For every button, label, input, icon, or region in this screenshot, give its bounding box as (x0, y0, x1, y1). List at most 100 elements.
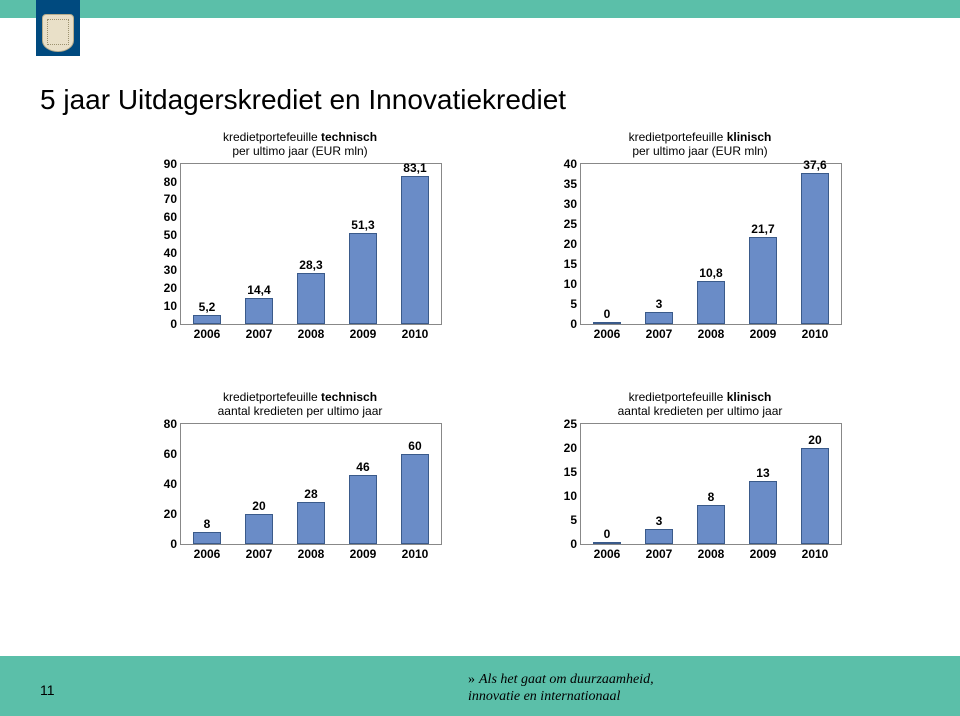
xtick-label: 2009 (350, 547, 377, 561)
chart-title-light: kredietportefeuille (223, 390, 321, 404)
chart-title-light: kredietportefeuille (223, 130, 321, 144)
chart-title: kredietportefeuille klinischper ultimo j… (540, 130, 860, 159)
bar-value-label: 20 (252, 499, 265, 513)
chart-title: kredietportefeuille klinischaantal kredi… (540, 390, 860, 419)
chart-title: kredietportefeuille technischper ultimo … (140, 130, 460, 159)
ytick-label: 20 (164, 281, 177, 295)
bar-value-label: 3 (656, 514, 663, 528)
page-number: 11 (40, 682, 55, 698)
chart-subtitle: per ultimo jaar (EUR mln) (540, 144, 860, 158)
ytick-label: 35 (564, 177, 577, 191)
chart-title-light: kredietportefeuille (629, 130, 727, 144)
xtick-label: 2006 (194, 547, 221, 561)
bar: 8 (697, 505, 726, 543)
xtick-label: 2007 (646, 547, 673, 561)
chart-title-light: kredietportefeuille (629, 390, 727, 404)
xtick-label: 2008 (298, 547, 325, 561)
bar: 10,8 (697, 281, 726, 324)
bar: 46 (349, 475, 378, 544)
chart-title-bold: technisch (321, 130, 377, 144)
govt-ribbon (36, 0, 80, 56)
xtick-label: 2007 (646, 327, 673, 341)
bar-value-label: 46 (356, 460, 369, 474)
plot-area: 05101520253035402006020073200810,8200921… (580, 163, 842, 325)
crest-icon (42, 14, 74, 52)
ytick-label: 10 (564, 277, 577, 291)
bar-value-label: 20 (808, 433, 821, 447)
bar: 0 (593, 322, 622, 324)
ytick-label: 20 (564, 237, 577, 251)
bar: 20 (801, 448, 830, 544)
xtick-label: 2010 (402, 327, 429, 341)
ytick-label: 40 (564, 157, 577, 171)
chart-klin_eur: kredietportefeuille klinischper ultimo j… (540, 130, 860, 325)
bar-value-label: 28 (304, 487, 317, 501)
ytick-label: 50 (164, 228, 177, 242)
bar-value-label: 28,3 (299, 258, 322, 272)
bar: 3 (645, 312, 674, 324)
ytick-label: 0 (570, 317, 577, 331)
xtick-label: 2008 (698, 327, 725, 341)
xtick-label: 2006 (594, 547, 621, 561)
ytick-label: 20 (164, 507, 177, 521)
bar: 20 (245, 514, 274, 544)
chart-tech_eur: kredietportefeuille technischper ultimo … (140, 130, 460, 325)
bar: 0 (593, 542, 622, 544)
bar-value-label: 0 (604, 527, 611, 541)
xtick-label: 2009 (750, 547, 777, 561)
ytick-label: 10 (164, 299, 177, 313)
plot-area: 0510152025200602007320088200913201020 (580, 423, 842, 545)
bar-value-label: 3 (656, 297, 663, 311)
bar-value-label: 5,2 (199, 300, 216, 314)
xtick-label: 2010 (802, 327, 829, 341)
bar-value-label: 83,1 (403, 161, 426, 175)
chart-klin_cnt: kredietportefeuille klinischaantal kredi… (540, 390, 860, 545)
bar: 5,2 (193, 315, 222, 324)
chart-subtitle: aantal kredieten per ultimo jaar (140, 404, 460, 418)
ytick-label: 70 (164, 192, 177, 206)
chart-title-bold: technisch (321, 390, 377, 404)
ytick-label: 10 (564, 489, 577, 503)
bar-value-label: 0 (604, 307, 611, 321)
ytick-label: 5 (570, 297, 577, 311)
bar: 13 (749, 481, 778, 543)
bar: 37,6 (801, 173, 830, 323)
bar-value-label: 14,4 (247, 283, 270, 297)
xtick-label: 2006 (594, 327, 621, 341)
xtick-label: 2009 (750, 327, 777, 341)
arrow-icon: » (468, 672, 475, 687)
xtick-label: 2009 (350, 327, 377, 341)
bar: 21,7 (749, 237, 778, 324)
footer-tagline: »Als het gaat om duurzaamheid, innovatie… (468, 672, 654, 706)
footer-line1: Als het gaat om duurzaamheid, (479, 672, 654, 687)
ytick-label: 60 (164, 210, 177, 224)
chart-tech_cnt: kredietportefeuille technischaantal kred… (140, 390, 460, 545)
chart-subtitle: per ultimo jaar (EUR mln) (140, 144, 460, 158)
ytick-label: 80 (164, 175, 177, 189)
ytick-label: 25 (564, 417, 577, 431)
ytick-label: 60 (164, 447, 177, 461)
xtick-label: 2008 (298, 327, 325, 341)
chart-title: kredietportefeuille technischaantal kred… (140, 390, 460, 419)
bar-value-label: 8 (708, 490, 715, 504)
slide-title: 5 jaar Uitdagerskrediet en Innovatiekred… (40, 84, 566, 116)
bar-value-label: 37,6 (803, 158, 826, 172)
top-stripe (0, 0, 960, 18)
chart-title-bold: klinisch (727, 390, 772, 404)
xtick-label: 2006 (194, 327, 221, 341)
bar-value-label: 10,8 (699, 266, 722, 280)
ytick-label: 40 (164, 246, 177, 260)
ytick-label: 15 (564, 465, 577, 479)
plot-area: 010203040506070809020065,2200714,4200828… (180, 163, 442, 325)
xtick-label: 2010 (402, 547, 429, 561)
chart-subtitle: aantal kredieten per ultimo jaar (540, 404, 860, 418)
ytick-label: 25 (564, 217, 577, 231)
bar: 60 (401, 454, 430, 544)
ytick-label: 20 (564, 441, 577, 455)
bar: 3 (645, 529, 674, 543)
bar-value-label: 8 (204, 517, 211, 531)
xtick-label: 2008 (698, 547, 725, 561)
ytick-label: 80 (164, 417, 177, 431)
ytick-label: 0 (170, 537, 177, 551)
bar: 8 (193, 532, 222, 544)
